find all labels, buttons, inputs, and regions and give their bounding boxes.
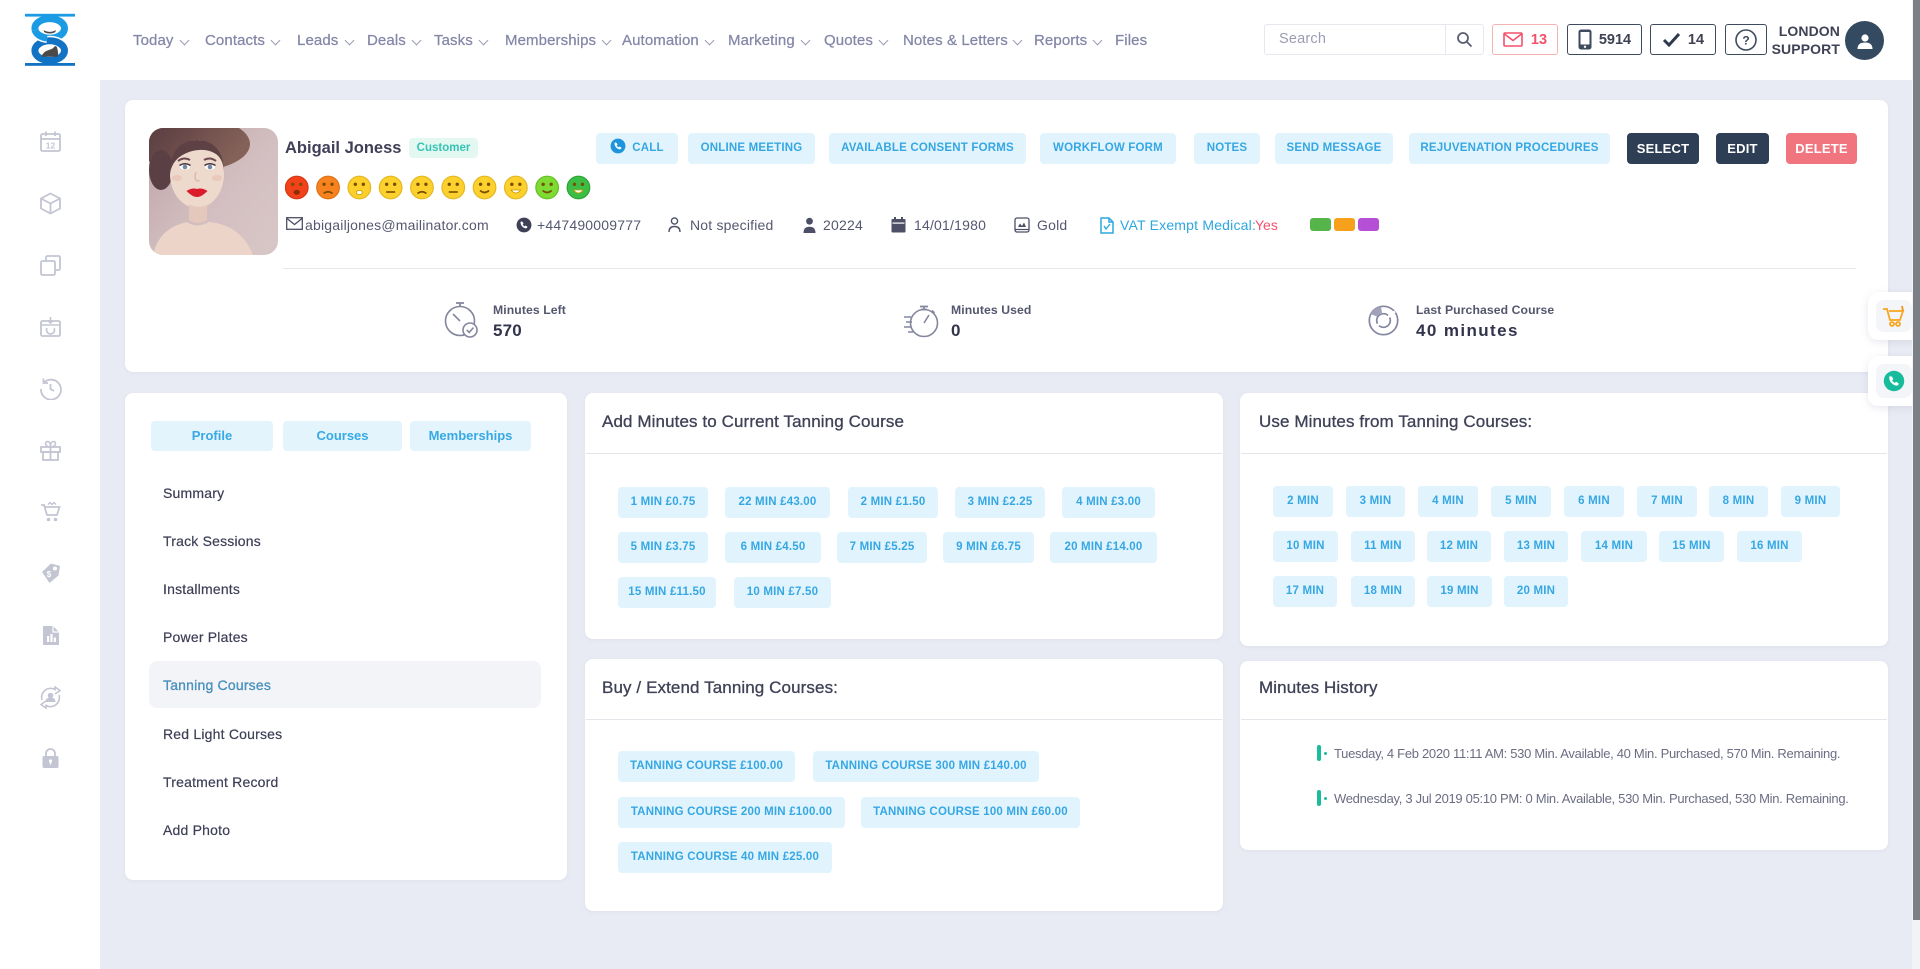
svg-text:?: ? [1742, 33, 1749, 47]
svg-text:$: $ [47, 570, 52, 579]
svg-text:12: 12 [46, 141, 56, 151]
